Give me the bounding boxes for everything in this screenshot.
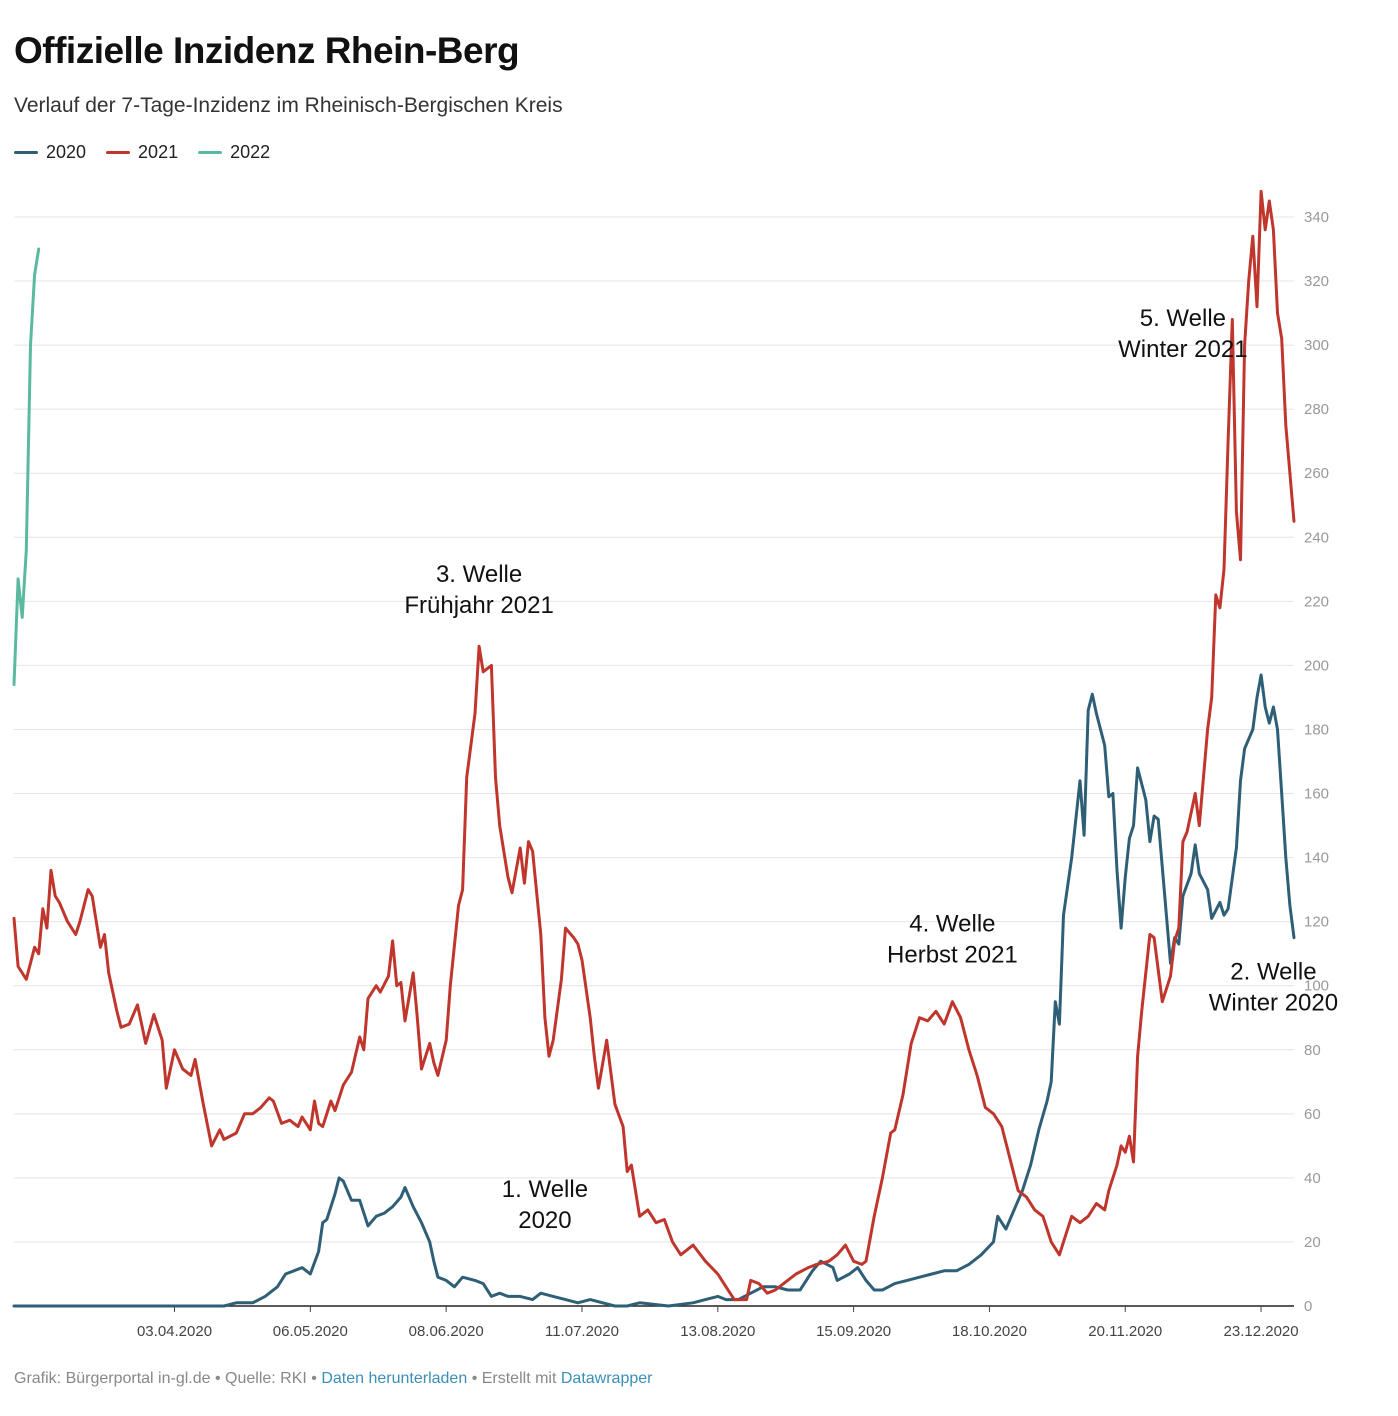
annotation-line: 2. Welle (1230, 958, 1316, 985)
legend-swatch (106, 151, 131, 154)
annotation-label: 2. Welle Winter 2020 (1209, 958, 1338, 1016)
x-tick-label: 23.12.2020 (1224, 1323, 1299, 1340)
annotation-line: 2020 (518, 1207, 571, 1234)
x-tick-label: 03.04.2020 (137, 1323, 212, 1340)
x-tick-label: 15.09.2020 (816, 1323, 891, 1340)
y-tick-label: 160 (1304, 786, 1329, 803)
y-tick-label: 80 (1304, 1042, 1321, 1059)
y-tick-label: 240 (1304, 529, 1329, 546)
y-tick-label: 340 (1304, 209, 1329, 226)
chart-subtitle: Verlauf der 7-Tage-Inzidenz im Rheinisch… (14, 94, 563, 117)
legend-label: 2020 (46, 142, 87, 162)
x-tick-label: 20.11.2020 (1088, 1323, 1162, 1340)
annotation-line: Winter 2021 (1118, 336, 1247, 363)
annotation-label: 5. Welle Winter 2021 (1118, 305, 1247, 363)
y-tick-label: 60 (1304, 1106, 1321, 1123)
y-tick-label: 280 (1304, 401, 1329, 418)
footer-made-with: • Erstellt mit (471, 1370, 557, 1387)
annotation-line: 3. Welle (436, 561, 522, 588)
annotation-line: 4. Welle (909, 910, 995, 937)
legend-item: 2021 (106, 142, 178, 163)
series-line-2020 (12, 673, 1296, 1308)
x-tick-label: 06.05.2020 (273, 1323, 348, 1340)
annotation-line: 1. Welle (502, 1176, 588, 1203)
footer: Grafik: Bürgerportal in-gl.de • Quelle: … (14, 1370, 652, 1388)
legend-label: 2022 (230, 142, 271, 162)
series-line-2021 (12, 189, 1296, 1302)
legend-swatch (14, 151, 38, 154)
footer-credit: Grafik: Bürgerportal in-gl.de • Quelle: … (14, 1370, 317, 1387)
x-tick-label: 11.07.2020 (545, 1323, 619, 1340)
annotation-label: 1. Welle 2020 (502, 1176, 588, 1234)
y-tick-label: 300 (1304, 337, 1329, 354)
y-tick-label: 20 (1304, 1234, 1321, 1251)
y-tick-label: 120 (1304, 914, 1329, 931)
y-tick-label: 220 (1304, 593, 1329, 610)
y-tick-label: 0 (1304, 1298, 1312, 1315)
legend-label: 2021 (138, 142, 179, 162)
legend-swatch (198, 151, 223, 154)
annotation-line: Herbst 2021 (887, 941, 1018, 968)
y-tick-label: 180 (1304, 721, 1329, 738)
line-chart: 0 20 40 60 80 100 120 140 160 180 200 220 240 260 280 3… (12, 189, 1338, 1340)
y-tick-label: 200 (1304, 657, 1329, 674)
annotation-label: 3. Welle Frühjahr 2021 (404, 561, 553, 619)
legend-item: 2020 (14, 142, 86, 163)
chart-title: Offizielle Inzidenz Rhein-Berg (14, 30, 520, 71)
annotation-line: 5. Welle (1140, 305, 1226, 332)
annotation-line: Frühjahr 2021 (404, 592, 553, 619)
annotation-label: 4. Welle Herbst 2021 (887, 910, 1018, 968)
legend-item: 2022 (198, 142, 270, 163)
y-tick-label: 260 (1304, 465, 1329, 482)
y-tick-label: 40 (1304, 1170, 1321, 1187)
y-tick-label: 320 (1304, 273, 1329, 290)
legend: 2020 2021 2022 (14, 142, 270, 163)
y-tick-label: 100 (1304, 978, 1329, 995)
y-tick-label: 140 (1304, 850, 1329, 867)
series-line-2022 (12, 247, 41, 687)
annotation-line: Winter 2020 (1209, 989, 1338, 1016)
datawrapper-link[interactable]: Datawrapper (560, 1370, 653, 1387)
x-tick-label: 18.10.2020 (952, 1323, 1027, 1340)
download-data-link[interactable]: Daten herunterladen (321, 1370, 468, 1387)
x-tick-label: 08.06.2020 (409, 1323, 484, 1340)
x-tick-label: 13.08.2020 (680, 1323, 755, 1340)
